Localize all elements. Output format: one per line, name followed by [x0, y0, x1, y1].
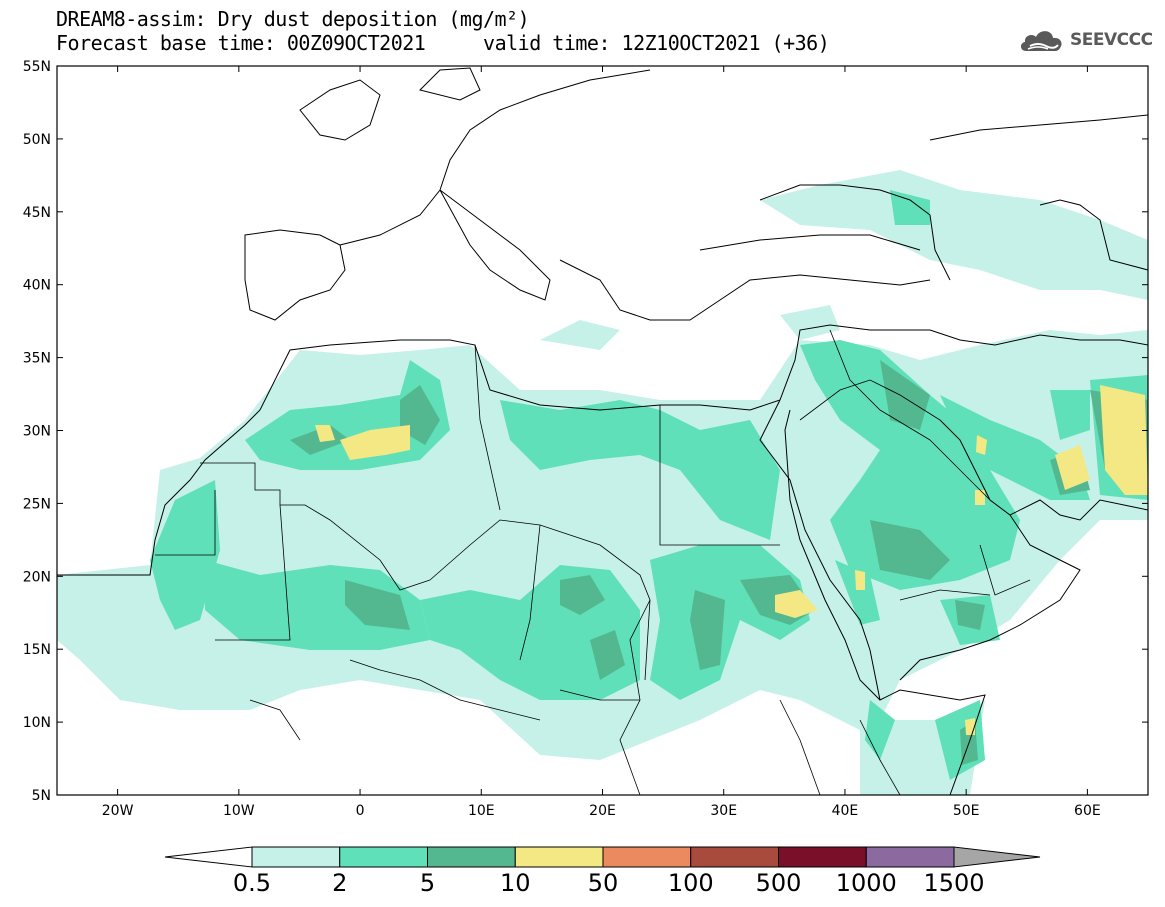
lat-tick-label: 55N: [23, 59, 51, 75]
cloud-icon: [1020, 31, 1062, 51]
colorbar-segment: [602, 846, 692, 868]
colorbar-under-triangle: [164, 846, 253, 868]
lon-tick-label: 20W: [102, 803, 134, 819]
coastlines: [57, 67, 1148, 795]
colorbar-segment: [514, 846, 604, 868]
logo-text: SEEVCCC: [1070, 30, 1153, 50]
lat-tick-label: 20N: [23, 569, 51, 585]
longitude-axis: 20W 10W 0 10E 20E 30E 40E 50E 60E: [102, 66, 1101, 819]
colorbar-label: 50: [588, 869, 619, 897]
colorbar-label: 1500: [923, 869, 984, 897]
colorbar-segment: [778, 846, 867, 868]
colorbar-segment: [339, 846, 428, 868]
lat-tick-label: 50N: [23, 132, 51, 148]
colorbar-label: 1000: [836, 869, 897, 897]
valid-time: valid time: 12Z10OCT2021 (+36): [483, 31, 830, 55]
deposition-fields: [57, 67, 1148, 795]
lat-tick-label: 15N: [23, 642, 51, 658]
colorbar-label: 0.5: [233, 869, 271, 897]
colorbar-label: 500: [756, 869, 802, 897]
seevccc-logo: SEEVCCC: [1018, 26, 1153, 54]
lon-tick-label: 10E: [468, 803, 495, 819]
colorbar-segment: [251, 846, 341, 868]
map-subtitle: Forecast base time: 00Z09OCT2021 valid t…: [56, 31, 830, 55]
lon-tick-label: 30E: [710, 803, 737, 819]
colorbar-label: 100: [668, 869, 714, 897]
deposition-level-10-50: [315, 385, 1148, 735]
colorbar-segment: [690, 846, 779, 868]
lon-tick-label: 60E: [1074, 803, 1101, 819]
lon-tick-label: 0: [356, 803, 365, 819]
colorbar-label: 10: [500, 869, 531, 897]
colorbar-label: 5: [420, 869, 435, 897]
colorbar-segment: [427, 846, 516, 868]
lat-tick-label: 30N: [23, 424, 51, 440]
lat-tick-label: 10N: [23, 715, 51, 731]
lat-tick-label: 5N: [32, 788, 51, 804]
lat-tick-label: 45N: [23, 205, 51, 221]
forecast-base-time: Forecast base time: 00Z09OCT2021: [56, 31, 426, 55]
lat-tick-label: 35N: [23, 351, 51, 367]
lat-tick-label: 25N: [23, 496, 51, 512]
colorbar-segment: [865, 846, 955, 868]
lon-tick-label: 40E: [832, 803, 859, 819]
colorbar-label: 2: [332, 869, 347, 897]
lat-tick-label: 40N: [23, 278, 51, 294]
lon-tick-label: 50E: [953, 803, 980, 819]
country-borders: [155, 329, 1031, 795]
latitude-axis: 5N 10N 15N 20N 25N 30N 35N 40N 45N 50N 55N: [23, 59, 1148, 804]
lon-tick-label: 20E: [589, 803, 616, 819]
colorbar: 0.5 2 5 10 50 100 500 1000 1500: [164, 846, 1041, 897]
lon-tick-label: 10W: [223, 803, 255, 819]
colorbar-over-triangle: [953, 846, 1041, 868]
map-title: DREAM8-assim: Dry dust deposition (mg/m²…: [56, 7, 530, 31]
